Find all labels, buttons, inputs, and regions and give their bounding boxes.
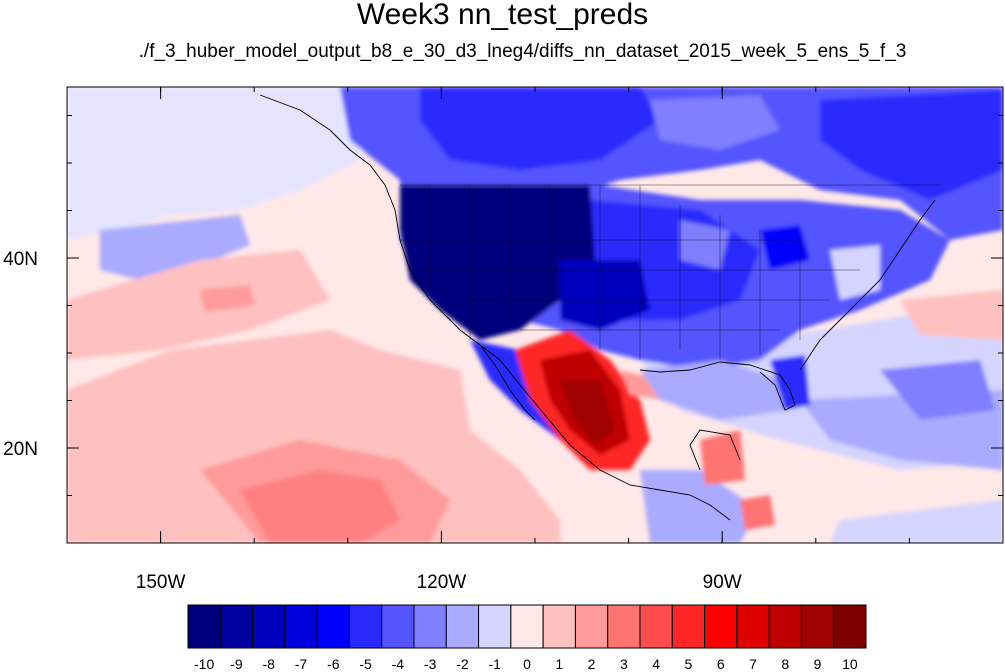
- x-tick-label: 90W: [703, 572, 742, 593]
- y-axis: 40N 20N: [3, 115, 1003, 544]
- colorbar-swatch: [478, 604, 512, 649]
- colorbar-swatch: [768, 604, 802, 649]
- colorbar-label: -2: [456, 656, 469, 672]
- colorbar-swatch: [413, 604, 447, 649]
- colorbar-label: -3: [424, 656, 437, 672]
- colorbar-swatch: [833, 604, 867, 649]
- colorbar-label: 2: [588, 656, 596, 672]
- colorbar-swatch: [284, 604, 318, 649]
- colorbar-swatch: [187, 604, 221, 649]
- colorbar-swatch: [510, 604, 544, 649]
- colorbar-label: 7: [749, 656, 757, 672]
- colorbar-label: -6: [327, 656, 340, 672]
- colorbar-label: 3: [620, 656, 628, 672]
- colorbar-label: 1: [555, 656, 563, 672]
- colorbar-swatch: [736, 604, 770, 649]
- colorbar-swatch: [445, 604, 480, 649]
- colorbar-swatch: [800, 604, 835, 649]
- map-title: Week3 nn_test_preds: [356, 0, 649, 31]
- map-subtitle: ./f_3_huber_model_output_b8_e_30_d3_lneg…: [138, 41, 907, 62]
- colorbar-label: 8: [781, 656, 789, 672]
- x-axis: 150W 120W 90W: [66, 87, 1004, 593]
- colorbar-label: -8: [262, 656, 275, 672]
- colorbar-swatch: [671, 604, 706, 649]
- colorbar-label: -10: [194, 656, 214, 672]
- colorbar: -10 -9 -8 -7 -6 -5 -4 -3 -2 -1 0 1 2 3 4 5 6 7 8 9 10: [187, 604, 867, 672]
- colorbar-label: -4: [392, 656, 405, 672]
- colorbar-swatch: [381, 604, 415, 649]
- colorbar-swatch: [219, 604, 254, 649]
- colorbar-swatch: [348, 604, 383, 649]
- y-tick-label: 40N: [3, 249, 38, 270]
- map-plot-area: [67, 87, 1003, 543]
- colorbar-swatch: [574, 604, 609, 649]
- colorbar-label: -1: [488, 656, 501, 672]
- colorbar-label: -7: [295, 656, 308, 672]
- colorbar-label: 4: [652, 656, 660, 672]
- colorbar-swatch: [639, 604, 673, 649]
- x-tick-label: 150W: [136, 572, 186, 593]
- colorbar-swatch: [316, 604, 350, 649]
- colorbar-label: 5: [685, 656, 693, 672]
- colorbar-label: 10: [842, 656, 858, 672]
- y-tick-label: 20N: [3, 439, 38, 460]
- colorbar-swatch: [542, 604, 576, 649]
- state-borders: [400, 184, 940, 360]
- colorbar-label: -5: [359, 656, 372, 672]
- colorbar-label: 9: [814, 656, 822, 672]
- colorbar-label: 6: [717, 656, 725, 672]
- colorbar-label: -9: [230, 656, 243, 672]
- colorbar-swatch: [252, 604, 286, 649]
- x-tick-label: 120W: [417, 572, 467, 593]
- colorbar-label: 0: [523, 656, 531, 672]
- colorbar-swatch: [704, 604, 738, 649]
- colorbar-swatch: [607, 604, 641, 649]
